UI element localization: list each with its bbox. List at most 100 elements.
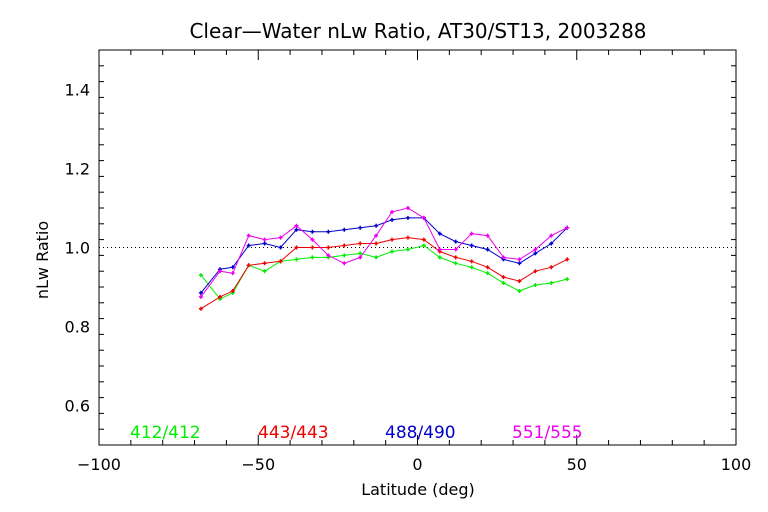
- data-point: [533, 269, 538, 274]
- x-tick-label: 50: [567, 455, 587, 474]
- data-point: [517, 279, 522, 284]
- data-point: [230, 271, 235, 276]
- data-point: [405, 247, 410, 252]
- data-point: [501, 281, 506, 286]
- data-point: [453, 247, 458, 252]
- data-point: [565, 257, 570, 262]
- data-point: [294, 223, 299, 228]
- data-point: [278, 235, 283, 240]
- data-point: [469, 243, 474, 248]
- data-point: [358, 241, 363, 246]
- series-line: [200, 217, 568, 294]
- data-point: [262, 237, 267, 242]
- data-point: [549, 241, 554, 246]
- data-point: [437, 231, 442, 236]
- data-point: [246, 243, 251, 248]
- data-point: [421, 243, 426, 248]
- legend-entry: 443/443: [258, 423, 329, 443]
- data-point: [485, 265, 490, 270]
- series-488-490: [198, 215, 570, 295]
- data-point: [278, 245, 283, 250]
- data-point: [374, 223, 379, 228]
- data-point: [549, 233, 554, 238]
- data-point: [342, 261, 347, 266]
- data-point: [469, 259, 474, 264]
- data-point: [565, 277, 570, 282]
- x-tick-label: −50: [241, 455, 275, 474]
- x-tick-labels: −100 −50 0 50 100: [77, 455, 751, 474]
- legend-entry: 412/412: [130, 423, 201, 443]
- data-point: [437, 255, 442, 260]
- data-point: [469, 231, 474, 236]
- data-point: [262, 269, 267, 274]
- data-point: [294, 245, 299, 250]
- data-point: [262, 261, 267, 266]
- data-point: [390, 237, 395, 242]
- x-tick-label: 0: [412, 455, 422, 474]
- data-point: [246, 233, 251, 238]
- y-tick-label: 1.4: [65, 81, 90, 100]
- data-point: [405, 206, 410, 210]
- data-point: [262, 241, 267, 246]
- axis-ticks: [98, 49, 737, 446]
- data-point: [517, 288, 522, 293]
- legend: 412/412 443/443 488/490 551/555: [130, 423, 583, 443]
- data-point: [517, 257, 522, 262]
- series-443-443: [198, 235, 570, 311]
- y-axis-label: nLw Ratio: [33, 221, 52, 299]
- data-point: [358, 225, 363, 230]
- data-point: [533, 251, 538, 256]
- data-point: [501, 275, 506, 280]
- data-point: [485, 233, 490, 238]
- data-point: [533, 247, 538, 252]
- data-point: [437, 247, 442, 252]
- data-point: [374, 233, 379, 238]
- data-point: [230, 265, 235, 270]
- series-group: [198, 206, 570, 311]
- data-point: [453, 255, 458, 260]
- data-point: [390, 249, 395, 254]
- data-point: [294, 257, 299, 262]
- data-point: [218, 269, 223, 274]
- data-point: [485, 247, 490, 252]
- x-tick-label: −100: [77, 455, 121, 474]
- data-point: [310, 229, 315, 234]
- data-point: [198, 306, 203, 311]
- series-412-412: [198, 243, 570, 301]
- data-point: [198, 290, 203, 295]
- data-point: [390, 217, 395, 222]
- y-tick-label: 1.0: [65, 239, 90, 258]
- data-point: [278, 259, 283, 264]
- data-point: [390, 209, 395, 214]
- y-tick-label: 0.6: [65, 397, 90, 416]
- data-point: [517, 261, 522, 266]
- data-point: [326, 245, 331, 250]
- series-551-555: [198, 206, 570, 299]
- data-point: [405, 235, 410, 240]
- data-point: [358, 255, 363, 260]
- data-point: [469, 265, 474, 270]
- data-point: [565, 225, 570, 230]
- data-point: [374, 241, 379, 246]
- data-point: [342, 253, 347, 258]
- x-axis-label: Latitude (deg): [361, 480, 475, 499]
- data-point: [246, 263, 251, 268]
- data-point: [405, 215, 410, 220]
- data-point: [549, 265, 554, 270]
- y-tick-label: 1.2: [65, 160, 90, 179]
- data-point: [310, 255, 315, 260]
- data-point: [310, 237, 315, 242]
- y-tick-label: 0.8: [65, 318, 90, 337]
- data-point: [533, 283, 538, 288]
- x-tick-label: 100: [721, 455, 752, 474]
- data-point: [549, 281, 554, 286]
- data-point: [421, 237, 426, 242]
- data-point: [326, 253, 331, 258]
- data-point: [485, 271, 490, 276]
- legend-entry: 551/555: [512, 423, 583, 443]
- legend-entry: 488/490: [385, 423, 456, 443]
- data-point: [310, 245, 315, 250]
- data-point: [421, 215, 426, 220]
- data-point: [374, 255, 379, 260]
